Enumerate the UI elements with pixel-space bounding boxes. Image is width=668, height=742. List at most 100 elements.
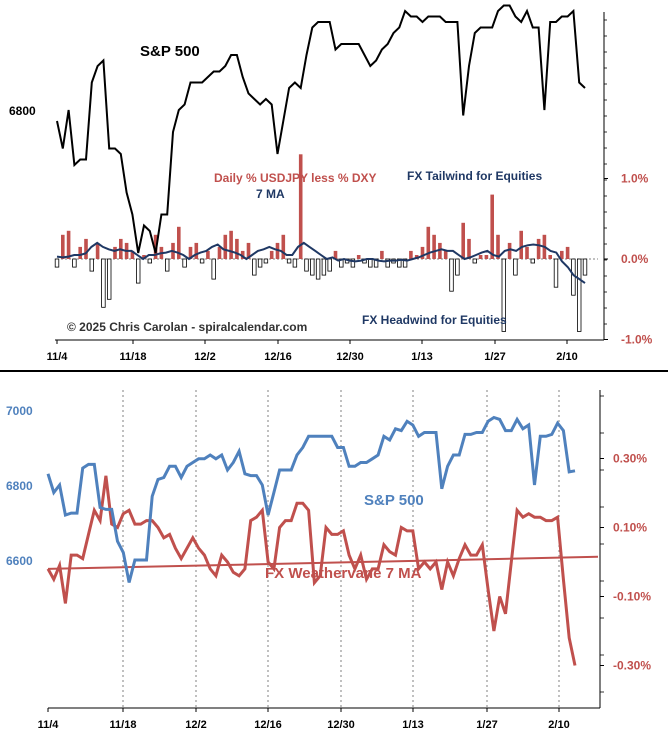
top-bar — [95, 242, 100, 259]
top-bar — [246, 242, 251, 259]
bottom-right-tick-label: 0.30% — [613, 452, 647, 466]
top-bar — [147, 258, 152, 264]
bottom-grid — [122, 390, 560, 708]
top-bar — [298, 154, 303, 259]
top-bar — [402, 258, 408, 268]
top-bar — [484, 255, 489, 259]
top-bar — [525, 246, 529, 259]
top-bar — [223, 234, 228, 259]
top-bar — [66, 230, 71, 259]
bottom-right-ticks: 0.30% 0.10% -0.10% -0.30% — [600, 395, 651, 693]
bottom-left-tick-label: 7000 — [6, 404, 33, 418]
top-bar — [107, 258, 112, 300]
bottom-weathervane-line — [46, 475, 577, 666]
top-x-tick-label: 12/2 — [194, 351, 215, 363]
top-bar — [113, 246, 117, 259]
top-bar — [72, 258, 77, 268]
top-bar — [507, 242, 512, 259]
top-bar — [257, 258, 263, 268]
top-x-tick-label: 1/13 — [411, 351, 432, 363]
top-bar — [164, 258, 170, 272]
top-bar — [135, 258, 141, 284]
top-bar — [304, 258, 309, 272]
top-bar — [560, 250, 564, 259]
bottom-x-tick-label: 1/13 — [402, 719, 423, 731]
top-bar — [263, 258, 269, 264]
bottom-x-tick-label: 12/2 — [185, 719, 206, 731]
top-x-ticks: 11/4 11/18 12/2 12/16 12/30 1/13 1/27 2/10 — [47, 340, 578, 363]
top-bar — [478, 255, 483, 259]
top-bar — [432, 234, 436, 259]
bottom-right-tick-label: 0.10% — [613, 521, 647, 535]
top-bar — [565, 246, 570, 259]
top-price-line — [56, 4, 586, 254]
top-bar — [229, 230, 233, 259]
top-x-tick-label: 1/27 — [484, 351, 505, 363]
top-bar — [536, 238, 541, 259]
bottom-chart: 7000 6800 6600 0.30% 0.10% -0.10% -0.30% 11/4… — [0, 372, 668, 742]
top-bar — [548, 255, 552, 259]
top-x-tick-label: 11/4 — [47, 351, 69, 363]
top-ma-line — [56, 241, 586, 284]
top-bar — [78, 246, 82, 259]
top-right-tick-label: 1.0% — [621, 172, 649, 186]
top-bar — [315, 258, 321, 280]
bottom-x-tick-label: 11/4 — [38, 719, 60, 731]
top-bar — [530, 258, 535, 264]
top-bar — [217, 246, 222, 259]
top-bar — [420, 246, 425, 259]
top-bar — [54, 258, 60, 268]
top-bar — [286, 258, 292, 264]
label-tailwind: FX Tailwind for Equities — [407, 169, 542, 183]
top-bar — [130, 250, 135, 259]
top-bar — [443, 250, 448, 259]
top-bar — [356, 255, 361, 259]
top-bar — [310, 258, 315, 276]
top-x-tick-label: 12/30 — [336, 351, 364, 363]
top-bar — [177, 226, 181, 259]
label-ma: 7 MA — [256, 187, 285, 201]
top-bar — [513, 258, 518, 276]
top-bar — [582, 258, 588, 276]
top-x-tick-label: 2/10 — [556, 351, 577, 363]
top-bar — [252, 258, 257, 276]
top-bar — [327, 258, 332, 272]
top-bar — [89, 258, 94, 272]
label-sp500-bottom: S&P 500 — [364, 492, 424, 509]
top-bar — [409, 250, 413, 259]
top-bar — [292, 258, 298, 268]
top-bar — [467, 238, 471, 259]
top-bar — [350, 258, 356, 268]
top-x-tick-label: 11/18 — [120, 351, 147, 363]
label-daily: Daily % USDJPY less % DXY — [214, 171, 377, 185]
top-bar — [577, 258, 582, 332]
top-bar — [206, 250, 210, 259]
top-bar — [397, 258, 402, 268]
top-bar — [472, 258, 477, 264]
bottom-x-tick-label: 11/18 — [110, 719, 137, 731]
label-weathervane: FX Weathervane 7 MA — [265, 565, 422, 582]
top-bar — [455, 258, 460, 276]
top-x-tick-label: 12/16 — [264, 351, 292, 363]
top-bar — [235, 238, 239, 259]
top-bar — [368, 258, 373, 268]
top-bar — [449, 258, 454, 292]
bottom-x-tick-label: 1/27 — [476, 719, 497, 731]
top-bar — [194, 242, 199, 259]
top-bar — [380, 250, 384, 259]
top-bar — [281, 234, 286, 259]
top-bar — [211, 258, 216, 280]
top-bar — [188, 246, 193, 259]
bottom-left-ticks: 7000 6800 6600 — [6, 404, 33, 568]
top-bar — [438, 242, 442, 259]
bottom-x-tick-label: 12/16 — [254, 719, 282, 731]
label-headwind: FX Headwind for Equities — [362, 313, 507, 327]
bottom-x-tick-label: 2/10 — [548, 719, 569, 731]
top-bar — [321, 258, 327, 276]
top-bar — [199, 258, 205, 264]
panel-divider — [0, 370, 668, 372]
top-bar — [61, 234, 65, 259]
top-left-tick: 6800 — [9, 104, 36, 118]
top-chart-background — [0, 0, 668, 370]
